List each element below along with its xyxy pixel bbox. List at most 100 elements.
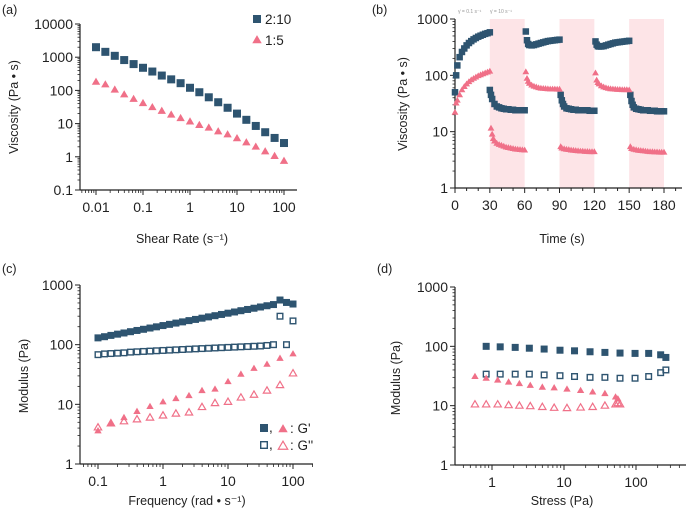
data-point	[522, 68, 530, 75]
data-point	[195, 88, 204, 97]
data-point	[176, 79, 185, 88]
data-point	[126, 328, 134, 336]
data-point	[256, 342, 264, 350]
data-point	[657, 351, 665, 359]
data-point	[496, 370, 504, 378]
data-point	[556, 85, 563, 92]
panel-label: (b)	[372, 3, 387, 17]
data-point	[453, 96, 461, 103]
data-point	[146, 347, 154, 355]
data-point	[645, 373, 653, 381]
series-1	[91, 77, 289, 164]
data-point	[276, 354, 284, 361]
data-point	[549, 402, 559, 411]
data-point	[488, 95, 496, 103]
data-point	[231, 308, 239, 316]
panel-c: (c) 1 10 100 1000 0.1 1 10 100 Frequency (rad • s…	[2, 262, 313, 508]
data-point	[571, 347, 579, 355]
data-point	[94, 351, 102, 359]
data-point	[521, 106, 528, 114]
data-point	[213, 127, 223, 135]
annotation-low-shear: γ̇ = 0.1 s⁻¹	[458, 9, 482, 15]
data-point	[588, 388, 597, 395]
data-point	[133, 348, 141, 356]
panel-a: (a) 0.1 1 10 100 1000 10000 0.01 0.1 1 10 100 Shear …	[2, 3, 297, 246]
x-tick-label: 100	[624, 474, 648, 490]
data-point	[523, 36, 531, 44]
data-point	[101, 350, 109, 358]
data-point	[110, 85, 119, 93]
y-tick-label: 10	[57, 396, 73, 412]
panel-label: (d)	[377, 262, 392, 276]
legend: 2:10 1:5	[252, 12, 291, 48]
data-point	[223, 130, 232, 138]
legend-comma: ,	[269, 420, 273, 435]
series-1	[451, 67, 668, 155]
legend-label: 2:10	[265, 12, 291, 27]
data-point	[563, 385, 571, 392]
legend-comma: ,	[269, 437, 273, 452]
data-point	[521, 146, 529, 153]
data-point	[249, 389, 259, 398]
x-tick-label: 0.1	[88, 473, 108, 489]
data-point	[133, 407, 141, 414]
data-point	[204, 344, 212, 352]
series-0	[451, 28, 668, 115]
data-point	[511, 370, 519, 378]
y-tick-label: 1	[440, 457, 448, 473]
data-point	[282, 298, 290, 306]
data-point	[204, 313, 212, 321]
series-0	[94, 296, 297, 342]
data-point	[263, 341, 271, 349]
x-tick-label: 100	[272, 199, 296, 215]
data-point	[556, 36, 563, 43]
data-point	[454, 62, 461, 69]
x-tick-label: 1	[159, 473, 167, 489]
y-tick-label: 100	[50, 337, 74, 353]
data-point	[558, 97, 566, 104]
data-point	[452, 72, 460, 79]
x-tick-label: 0.1	[133, 199, 153, 215]
data-point	[269, 301, 277, 309]
series-1	[482, 366, 670, 382]
y-tick-label: 0.1	[54, 182, 74, 198]
data-point	[562, 403, 572, 412]
data-point	[107, 331, 115, 339]
data-point	[289, 350, 297, 357]
legend-marker-1-5	[252, 35, 262, 44]
data-point	[107, 350, 115, 358]
y-tick-label: 10000	[34, 16, 73, 32]
data-point	[139, 347, 147, 355]
data-point	[191, 315, 199, 323]
data-point	[159, 398, 167, 405]
series-3	[93, 368, 298, 431]
data-point	[179, 345, 187, 353]
data-point	[590, 148, 598, 155]
data-point	[458, 86, 466, 93]
data-point	[133, 326, 141, 334]
data-point	[101, 47, 110, 56]
data-point	[191, 345, 199, 353]
data-point	[275, 380, 285, 389]
x-tick-label: 90	[552, 197, 568, 213]
data-point	[232, 134, 242, 142]
data-point	[110, 51, 119, 60]
y-tick-label: 100	[50, 82, 74, 98]
data-point	[487, 91, 495, 99]
data-point	[525, 344, 533, 352]
data-point	[146, 402, 154, 410]
x-axis-title: Frequency (rad • s⁻¹)	[128, 494, 245, 508]
data-point	[157, 106, 166, 114]
data-point	[576, 386, 585, 394]
data-point	[171, 408, 181, 417]
series-0	[92, 43, 288, 148]
data-point	[260, 147, 270, 155]
data-point	[236, 392, 246, 401]
data-point	[119, 90, 129, 98]
data-point	[625, 86, 633, 93]
data-point	[451, 89, 459, 96]
y-axis-title: Modulus (Pa)	[389, 341, 403, 415]
data-point	[198, 314, 206, 322]
x-axis-title: Time (s)	[539, 232, 584, 246]
data-point	[486, 67, 494, 74]
